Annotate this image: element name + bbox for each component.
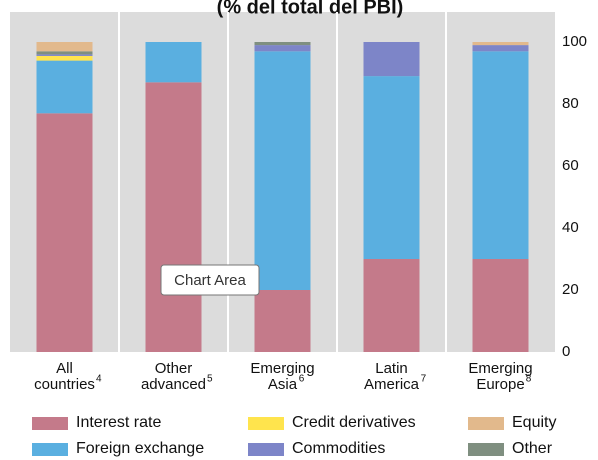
bar-segment	[472, 259, 529, 352]
bar-segment	[472, 42, 529, 46]
tooltip: Chart Area	[160, 264, 260, 296]
y-tick-label: 60	[562, 157, 579, 174]
x-tick-label: advanced	[141, 376, 206, 393]
legend-swatch	[248, 443, 284, 456]
x-tick-note: 7	[421, 374, 427, 385]
bar-segment	[36, 54, 93, 56]
bar-segment	[36, 55, 93, 61]
bar-segment	[472, 51, 529, 259]
tooltip-text: Chart Area	[174, 272, 246, 289]
x-tick-label: Asia	[268, 376, 298, 393]
y-tick-label: 20	[562, 281, 579, 298]
x-tick-label: All	[56, 360, 73, 377]
y-tick-label: 0	[562, 343, 570, 360]
legend-label: Credit derivatives	[292, 414, 416, 431]
legend-label: Foreign exchange	[76, 440, 204, 457]
y-tick-label: 80	[562, 95, 579, 112]
x-tick-label: Emerging	[468, 360, 532, 377]
x-tick-label: Other	[155, 360, 193, 377]
legend-label: Commodities	[292, 440, 385, 457]
bar-segment	[254, 290, 311, 352]
legend-swatch	[468, 443, 504, 456]
x-tick-label: Europe	[476, 376, 524, 393]
x-tick-label: Emerging	[250, 360, 314, 377]
bar-segment	[36, 113, 93, 352]
bar-segment	[145, 82, 202, 353]
legend-swatch	[32, 443, 68, 456]
x-tick-label: America	[364, 376, 420, 393]
chart-title: (% del total del PBI)	[217, 0, 404, 18]
bar-segment	[254, 51, 311, 290]
bar-segment	[36, 51, 93, 55]
legend-label: Interest rate	[76, 414, 161, 431]
legend-label: Equity	[512, 414, 556, 431]
x-tick-note: 5	[207, 374, 213, 385]
bar-segment	[145, 42, 202, 83]
y-tick-label: 100	[562, 33, 587, 50]
bar-segment	[254, 45, 311, 52]
legend-swatch	[32, 417, 68, 430]
x-tick-note: 6	[299, 374, 305, 385]
x-tick-note: 8	[526, 374, 532, 385]
legend-swatch	[468, 417, 504, 430]
x-tick-note: 4	[96, 374, 102, 385]
bar-segment	[472, 45, 529, 52]
bar-segment	[254, 42, 311, 46]
y-tick-label: 40	[562, 219, 579, 236]
bar-segment	[36, 60, 93, 114]
bar-segment	[363, 259, 420, 352]
bar-segment	[363, 42, 420, 77]
tooltip-box	[160, 264, 260, 296]
bar-segment	[363, 76, 420, 259]
legend-swatch	[248, 417, 284, 430]
legend-label: Other	[512, 440, 553, 457]
bar-segment	[36, 42, 93, 52]
x-tick-label: countries	[34, 376, 95, 393]
x-tick-label: Latin	[375, 360, 408, 377]
